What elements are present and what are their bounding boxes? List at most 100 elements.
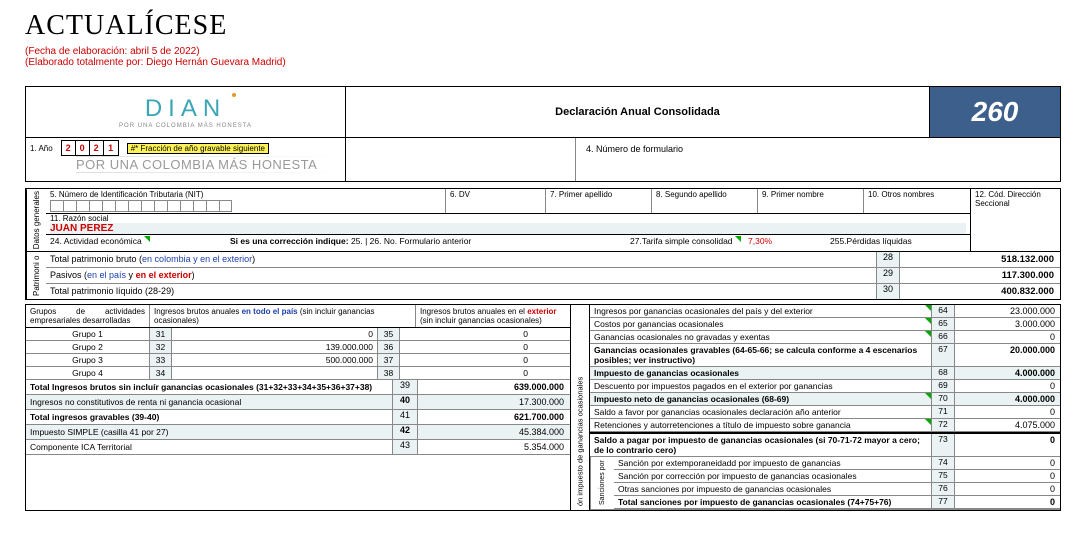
line-value: 639.000.000 (418, 380, 570, 394)
grp-val: 0 (400, 328, 532, 340)
line-label: Total Ingresos brutos sin incluír gananc… (26, 380, 392, 394)
grp-val: 0 (400, 341, 532, 353)
r-label: Impuesto neto de ganancias ocasionales (… (590, 393, 931, 405)
grp-num: 33 (150, 354, 172, 366)
line-label: Total ingresos gravables (39-40) (26, 410, 392, 424)
mid-section-label: ón impuesto de ganancias ocasionales (571, 304, 589, 511)
sanc-num: 75 (931, 470, 955, 482)
year-digit: 2 (62, 141, 76, 155)
sanc-value: 0 (955, 457, 1060, 469)
pat-value: 117.300.000 (900, 268, 1060, 283)
r-value: 0 (955, 434, 1060, 456)
r-value: 0 (955, 406, 1060, 418)
line-value: 5.354.000 (418, 440, 570, 454)
c7: 7. Primer apellido (546, 189, 652, 213)
r-num: 70 (931, 393, 955, 405)
sanciones-side: Sanciones por (590, 457, 614, 509)
brand-title: ACTUALÍCESE (25, 10, 1061, 42)
left-column: Grupos de actividades empresariales desa… (25, 304, 571, 511)
form-header: DIAN POR UNA COLOMBIA MÁS HONESTA Declar… (25, 86, 1061, 138)
dian-logo: DIAN (145, 95, 226, 123)
r-label: Ingresos por ganancias ocasionales del p… (590, 305, 931, 317)
grp-head-b: Ingresos brutos anuales en todo el país … (150, 305, 416, 327)
r-value: 0 (955, 380, 1060, 392)
line-num: 39 (392, 380, 418, 394)
c11-value: JUAN PEREZ (50, 223, 966, 234)
pat-label: Total patrimonio bruto (en colombia y en… (46, 252, 876, 267)
c10: 10. Otros nombres (864, 189, 970, 213)
pat-box-num: 28 (876, 252, 900, 267)
grp-name: Grupo 2 (26, 341, 150, 353)
grp-num: 35 (378, 328, 400, 340)
line-value: 45.384.000 (418, 425, 570, 439)
grp-val: 0 (400, 354, 532, 366)
dg-side-label: Datos generales (26, 189, 46, 251)
grp-val: 139.000.000 (172, 341, 378, 353)
sanc-label: Total sanciones por impuesto de ganancia… (614, 496, 931, 508)
grp-num: 37 (378, 354, 400, 366)
c5-nit: 5. Número de Identificación Tributaria (… (46, 189, 446, 213)
year-label: 1. Año (30, 144, 53, 153)
dian-logo-cell: DIAN POR UNA COLOMBIA MÁS HONESTA (26, 87, 346, 137)
grp-num: 34 (150, 367, 172, 379)
datos-generales: Datos generales 5. Número de Identificac… (25, 188, 1061, 252)
c25-26: 25. | 26. No. Formulario anterior (351, 236, 471, 246)
r-label: Ganancias ocasionales no gravadas y exen… (590, 331, 931, 343)
pat-value: 518.132.000 (900, 252, 1060, 267)
r-num: 73 (931, 434, 955, 456)
c27-label: 27.Tarifa simple consolidad (630, 236, 733, 246)
year-row: 1. Año 2 0 2 1 #* Fracción de año gravab… (25, 138, 1061, 182)
main-two-col: Grupos de actividades empresariales desa… (25, 304, 1061, 511)
line-num: 43 (392, 440, 418, 454)
grp-val (172, 367, 378, 379)
sanc-num: 77 (931, 496, 955, 508)
year-digit: 0 (76, 141, 90, 155)
c12: 12. Cód. Dirección Seccional (970, 189, 1060, 251)
r-value: 23.000.000 (955, 305, 1060, 317)
c24: 24. Actividad económica (46, 235, 226, 247)
r-value: 20.000.000 (955, 344, 1060, 366)
sanc-value: 0 (955, 496, 1060, 508)
r-value: 4.075.000 (955, 419, 1060, 431)
line-value: 17.300.000 (418, 395, 570, 409)
grp-num: 36 (378, 341, 400, 353)
grp-name: Grupo 4 (26, 367, 150, 379)
sanc-label: Otras sanciones por impuesto de ganancia… (614, 483, 931, 495)
sanc-value: 0 (955, 470, 1060, 482)
patrimonio-block: Patrimoni o Total patrimonio bruto (en c… (25, 252, 1061, 300)
r-num: 69 (931, 380, 955, 392)
slogan: POR UNA COLOMBIA MÁS HONESTA (76, 156, 345, 173)
sanc-label: Sanción por corrección por impuesto de g… (614, 470, 931, 482)
c8: 8. Segundo apellido (652, 189, 758, 213)
right-column: Ingresos por ganancias ocasionales del p… (589, 304, 1061, 511)
line-label: Impuesto SIMPLE (casilla 41 por 27) (26, 425, 392, 439)
r-num: 68 (931, 367, 955, 379)
dian-logo-sub: POR UNA COLOMBIA MÁS HONESTA (119, 123, 252, 129)
r-label: Retenciones y autorretenciones a título … (590, 419, 931, 431)
pat-value: 400.832.000 (900, 284, 1060, 299)
pat-label: Total patrimonio líquido (28-29) (46, 284, 876, 299)
fraccion-note: #* Fracción de año gravable siguiente (127, 143, 269, 154)
numero-formulario-label: 4. Número de formulario (576, 138, 1060, 181)
pat-label: Pasivos (en el país y en el exterior) (46, 268, 876, 283)
r-label: Saldo a favor por ganancias ocasionales … (590, 406, 931, 418)
line-num: 40 (392, 395, 418, 409)
line-num: 42 (392, 425, 418, 439)
line-label: Componente ICA Territorial (26, 440, 392, 454)
r-label: Descuento por impuestos pagados en el ex… (590, 380, 931, 392)
r-label: Saldo a pagar por impuesto de ganancias … (590, 434, 931, 456)
grp-val: 0 (172, 328, 378, 340)
grp-head-c: Ingresos brutos anuales en el exterior (… (416, 305, 570, 327)
grp-num: 38 (378, 367, 400, 379)
sanc-num: 74 (931, 457, 955, 469)
r-value: 4.000.000 (955, 393, 1060, 405)
c27-value: 7,30% (748, 236, 772, 246)
c6-dv: 6. DV (446, 189, 546, 213)
grp-num: 31 (150, 328, 172, 340)
grp-name: Grupo 1 (26, 328, 150, 340)
c255: 255.Pérdidas líquidas (826, 235, 970, 247)
r-num: 66 (931, 331, 955, 343)
r-value: 0 (955, 331, 1060, 343)
r-label: Ganancias ocasionales gravables (64-65-6… (590, 344, 931, 366)
patrimonio-side: Patrimoni o (26, 252, 46, 299)
